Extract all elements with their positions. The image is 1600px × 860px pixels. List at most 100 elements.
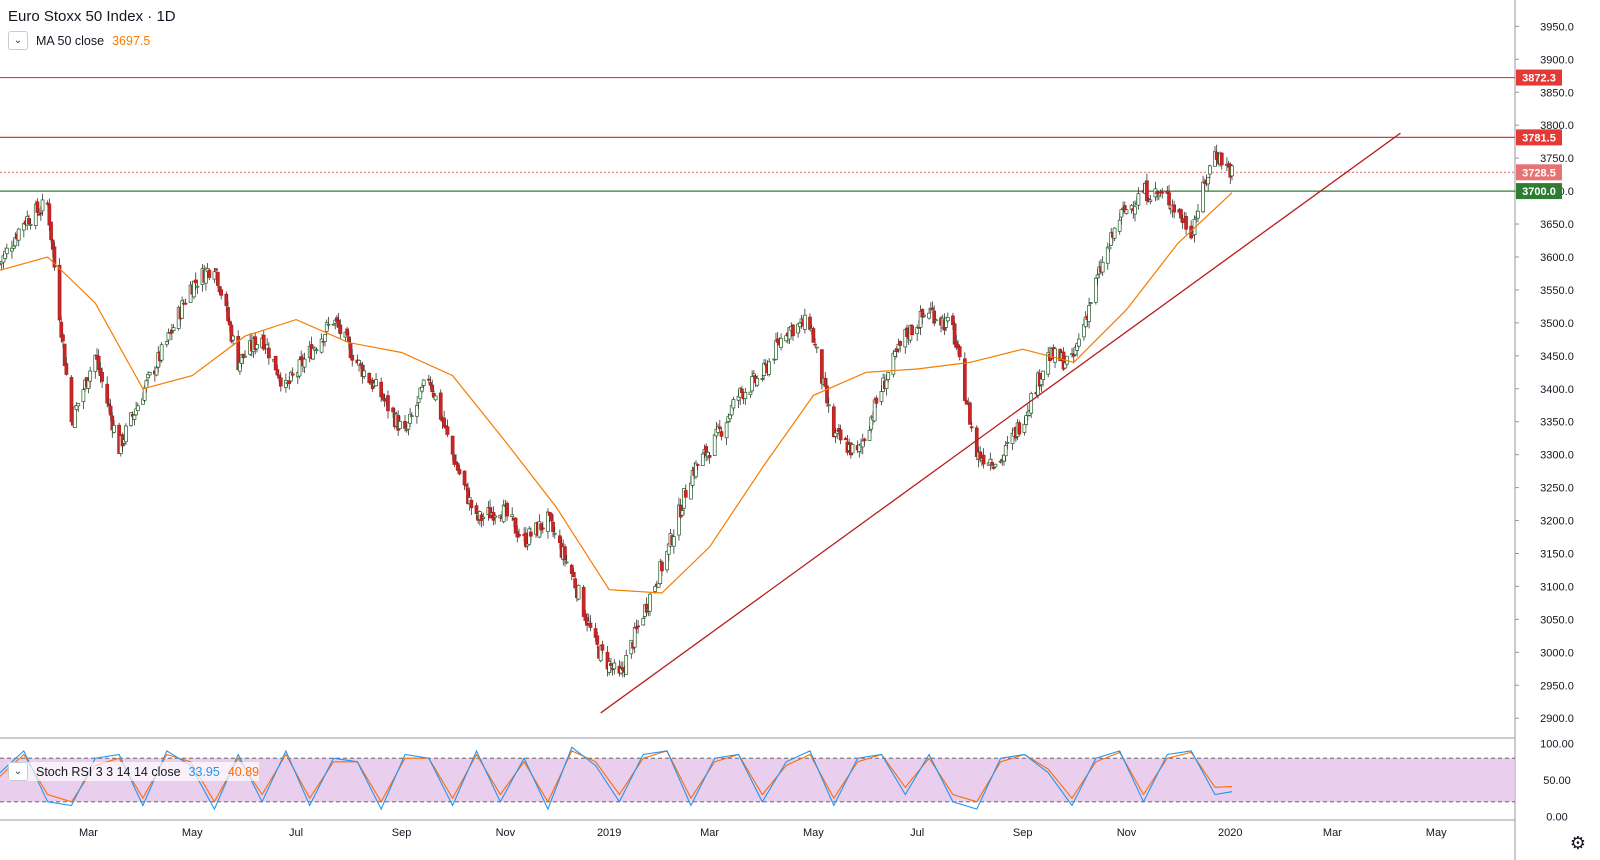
time-tick-label: Mar — [1323, 827, 1342, 839]
candle-body — [88, 370, 93, 382]
candle-body — [374, 379, 378, 387]
candle-body — [707, 455, 712, 458]
candle-body — [391, 407, 395, 413]
candle-body — [159, 344, 164, 361]
candle-body — [1219, 152, 1224, 166]
candle-body — [927, 312, 931, 319]
time-tick-label: Jul — [910, 827, 924, 839]
price-tick-label: 3150.0 — [1540, 549, 1574, 561]
osc-tick-label: 100.00 — [1540, 739, 1574, 751]
candle-body — [231, 335, 235, 341]
price-tick-label: 3050.0 — [1540, 614, 1574, 626]
candle-body — [952, 323, 957, 345]
candle-body — [814, 346, 819, 349]
candle-body — [331, 323, 336, 326]
candle-body — [386, 395, 390, 412]
level-tag — [1516, 183, 1562, 200]
level-tag — [1516, 129, 1562, 146]
level-tag — [1516, 164, 1562, 181]
candle-body — [557, 535, 562, 544]
candle-body — [1179, 209, 1183, 219]
level-tag-label: 3700.0 — [1522, 186, 1556, 198]
chart-legend: Euro Stoxx 50 Index · 1D ⌄ MA 50 close 3… — [8, 8, 176, 50]
candle-body — [224, 293, 229, 307]
price-tick-label: 3550.0 — [1540, 285, 1574, 297]
candle-body — [808, 316, 812, 330]
stoch-collapse-chevron-icon[interactable]: ⌄ — [8, 762, 28, 781]
chart-grid — [0, 0, 1516, 860]
osc-tick-label: 50.00 — [1543, 775, 1571, 787]
candle-body — [991, 467, 996, 469]
candle-body — [1119, 209, 1124, 218]
candle-body — [981, 454, 986, 465]
candle-body — [1100, 261, 1105, 273]
candle-body — [415, 405, 419, 417]
time-tick-label: Nov — [1117, 827, 1137, 839]
candle-body — [957, 346, 962, 358]
candle-body — [278, 377, 283, 387]
time-tick-label: Jul — [289, 827, 303, 839]
price-tick-label: 3100.0 — [1540, 581, 1574, 593]
candle-body — [464, 483, 469, 487]
candle-body — [381, 393, 385, 400]
price-tick-label: 3000.0 — [1540, 647, 1574, 659]
price-tick-label: 3350.0 — [1540, 417, 1574, 429]
candle-body — [893, 351, 897, 357]
candle-body — [762, 362, 766, 376]
candle-body — [774, 340, 778, 360]
candle-body — [438, 392, 443, 420]
candle-body — [501, 504, 506, 523]
candle-body — [108, 405, 113, 416]
candle-body — [192, 280, 196, 298]
symbol-title: Euro Stoxx 50 Index · 1D — [8, 8, 176, 25]
collapse-chevron-icon[interactable]: ⌄ — [8, 31, 28, 50]
level-tag-label: 3872.3 — [1522, 73, 1556, 85]
candle-body — [481, 516, 486, 519]
settings-gear-icon[interactable]: ⚙ — [1569, 833, 1586, 853]
stoch-legend-row: ⌄ Stoch RSI 3 3 14 14 close 33.95 40.89 — [8, 762, 260, 781]
ma-50-line — [0, 192, 1233, 594]
candle-body — [910, 325, 914, 336]
candle-body — [750, 376, 754, 392]
candle-body — [408, 413, 412, 424]
candle-body — [346, 336, 351, 343]
candle-body — [493, 515, 498, 518]
candle-body — [874, 397, 879, 404]
candle-body — [1117, 219, 1122, 232]
candle-body — [695, 464, 700, 466]
candle-body — [922, 314, 926, 317]
candle-body — [1206, 177, 1211, 185]
candle-body — [571, 571, 576, 578]
candle-body — [326, 323, 331, 326]
candle-body — [600, 644, 605, 651]
candle-body — [215, 272, 220, 286]
candle-body — [297, 359, 302, 377]
candle-body — [404, 429, 409, 431]
time-tick-label: Sep — [1013, 827, 1033, 839]
time-tick-label: 2019 — [597, 827, 621, 839]
candle-body — [588, 622, 593, 628]
candle-body — [751, 373, 756, 376]
candle-body — [52, 246, 57, 268]
candle-body — [767, 361, 771, 375]
candle-body — [214, 268, 218, 271]
candle-body — [1022, 423, 1027, 433]
candle-body — [609, 663, 613, 666]
candle-body — [430, 384, 435, 393]
stoch-k-value: 33.95 — [188, 764, 220, 779]
trendline[interactable] — [600, 132, 1401, 714]
candle-body — [573, 578, 578, 589]
candle-body — [945, 316, 950, 322]
candle-body — [581, 586, 586, 617]
candle-body — [207, 269, 212, 278]
candle-body — [1148, 199, 1153, 202]
price-axis[interactable]: 3950.0 3900.0 3850.0 3800.0 3750.0 3700.0 3650… — [1515, 21, 1574, 823]
candle-body — [403, 421, 407, 429]
time-axis[interactable]: Mar May Jul Sep Nov 2019 Mar May Jul Sep Nov 2020 Ma… — [79, 827, 1447, 839]
candle-body — [100, 372, 104, 382]
candle-body — [253, 336, 258, 351]
candle-body — [728, 414, 732, 420]
candle-body — [62, 343, 67, 367]
candle-body — [563, 546, 567, 561]
